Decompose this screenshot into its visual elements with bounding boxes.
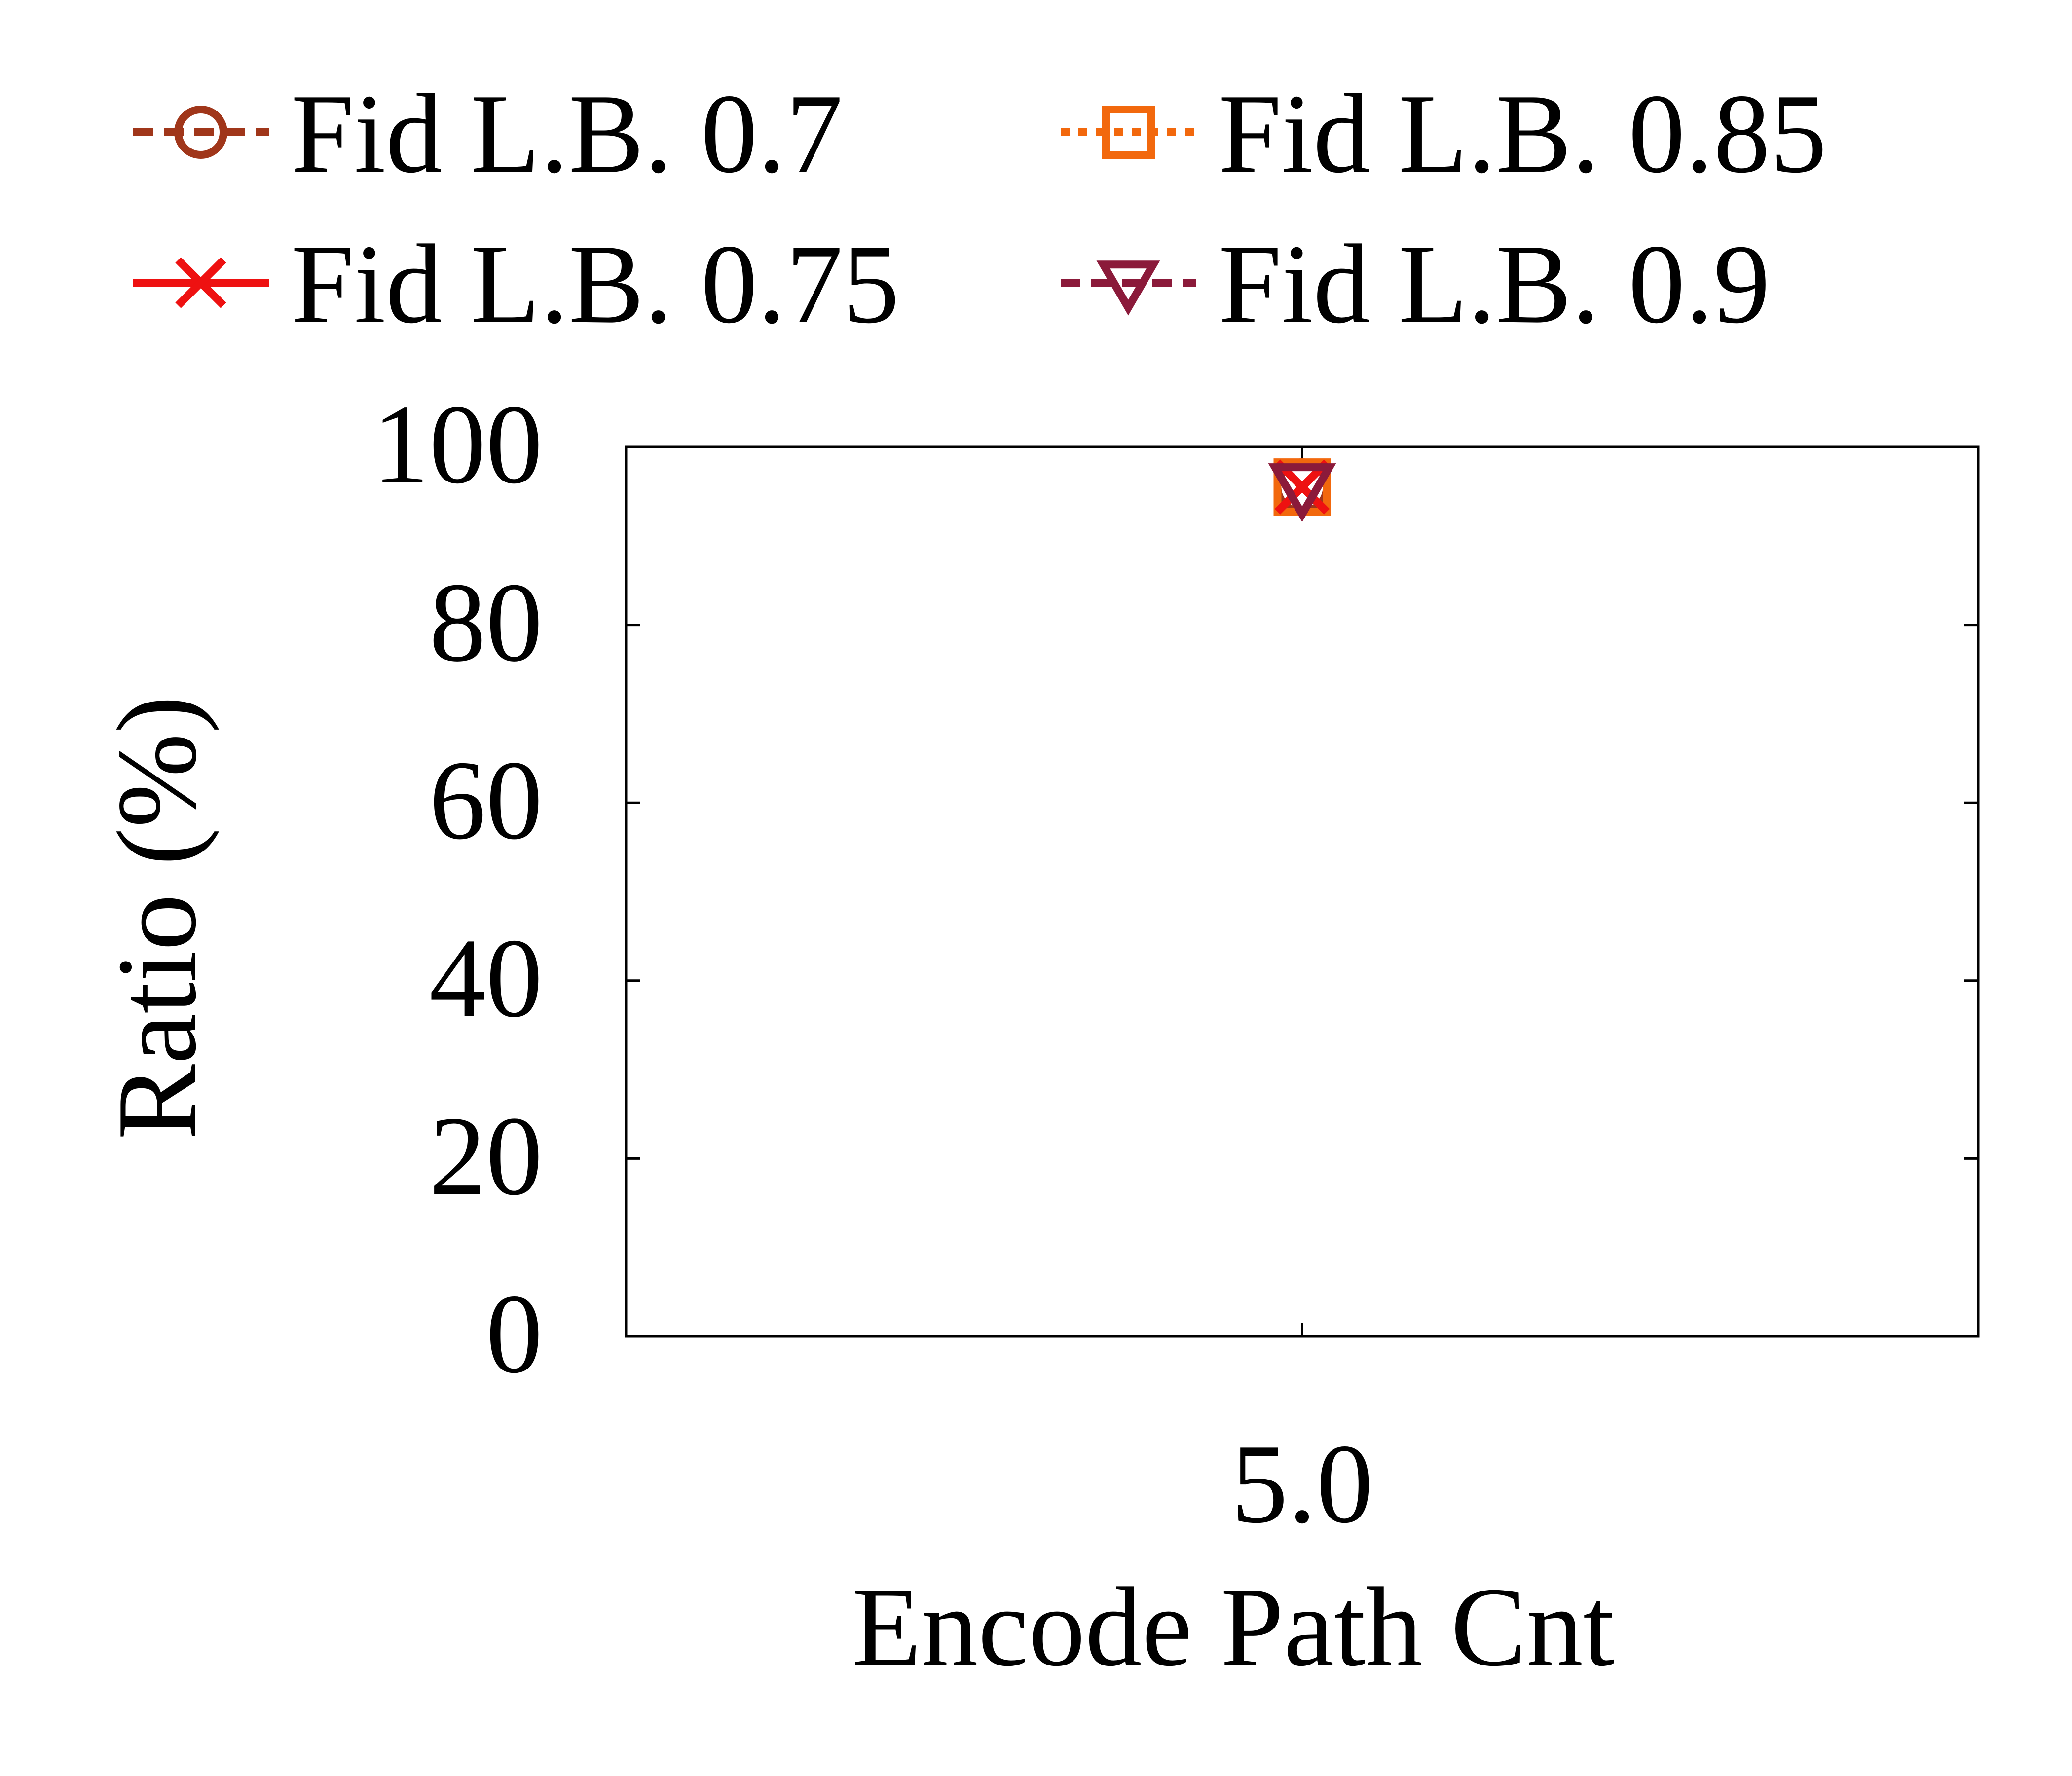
legend-marker-circle [174,106,227,159]
y-axis-label: Ratio (%) [94,696,220,1140]
legend-label: Fid L.B. 0.9 [1219,221,1770,347]
legend-marker-triangle-down [1096,260,1160,316]
y-tick-label: 80 [429,559,543,685]
legend-entry: Fid L.B. 0.7 [133,71,843,196]
legend-label: Fid L.B. 0.7 [291,71,843,196]
legend-entry: Fid L.B. 0.75 [133,221,899,347]
plot-area [625,445,1980,1338]
y-tick-label: 20 [429,1093,543,1219]
legend-label: Fid L.B. 0.85 [1219,71,1827,196]
legend-entry: Fid L.B. 0.85 [1061,71,1827,196]
legend-entry: Fid L.B. 0.9 [1061,221,1770,347]
legend-marker-x [175,257,226,308]
data-point-triangle-down [1268,463,1336,522]
legend-label: Fid L.B. 0.75 [291,221,899,347]
legend-marker-square [1102,106,1155,159]
legend: Fid L.B. 0.7 Fid L.B. 0.75 Fid L.B. 0.85 Fi… [133,71,1827,347]
data-markers [1268,458,1336,522]
x-axis-label: Encode Path Cnt [852,1564,1615,1690]
x-axis: 5.0 [1231,447,1373,1547]
y-tick-label: 40 [429,915,543,1041]
x-tick-label: 5.0 [1231,1421,1373,1547]
y-tick-label: 100 [372,381,543,507]
y-tick-label: 60 [429,737,543,863]
y-axis: 0 20 40 60 80 100 [372,381,1978,1397]
y-tick-label: 0 [486,1271,543,1397]
